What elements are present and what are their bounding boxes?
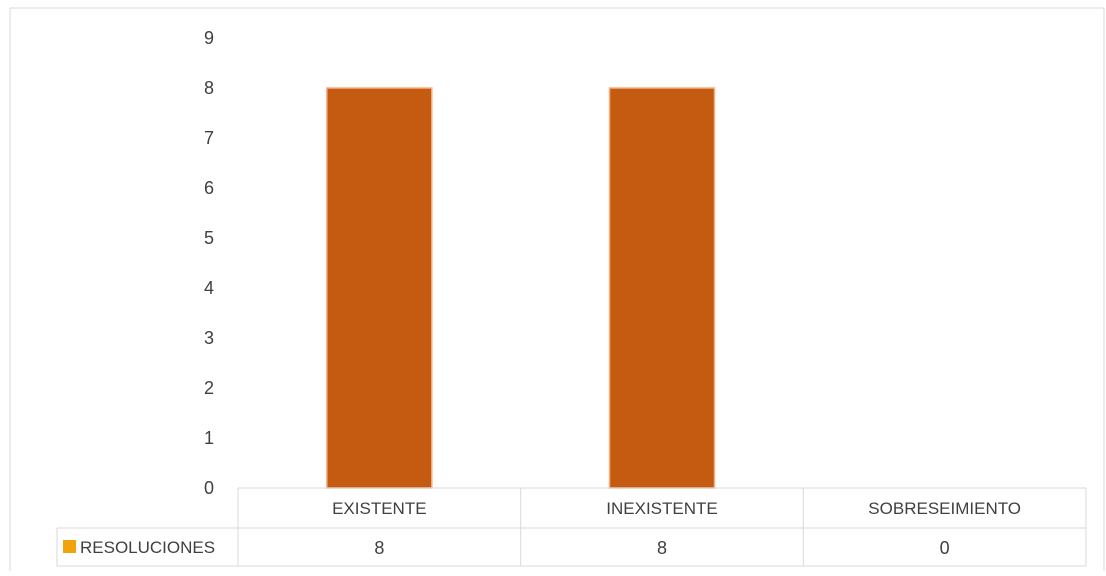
y-tick-label: 1 [204,428,214,448]
data-cell-value: 0 [940,538,950,558]
legend-series-name: RESOLUCIONES [80,538,215,557]
bar-existente [326,87,433,489]
category-label: SOBRESEIMIENTO [868,499,1021,518]
y-tick-label: 2 [204,378,214,398]
data-cell-value: 8 [657,538,667,558]
y-tick-label: 9 [204,28,214,48]
bars-group [326,87,716,489]
y-tick-label: 4 [204,278,214,298]
category-label: INEXISTENTE [606,499,717,518]
y-tick-label: 0 [204,478,214,498]
y-tick-label: 5 [204,228,214,248]
y-tick-label: 8 [204,78,214,98]
y-axis: 0 1 2 3 4 5 6 7 8 9 [204,28,214,498]
y-tick-label: 6 [204,178,214,198]
data-table: EXISTENTE INEXISTENTE SOBRESEIMIENTO 8 8 0 RES… [56,487,1087,567]
legend-swatch [63,540,76,553]
y-tick-label: 3 [204,328,214,348]
y-tick-label: 7 [204,128,214,148]
bar-inexistente [608,87,716,489]
data-cell-value: 8 [374,538,384,558]
category-label: EXISTENTE [332,499,426,518]
